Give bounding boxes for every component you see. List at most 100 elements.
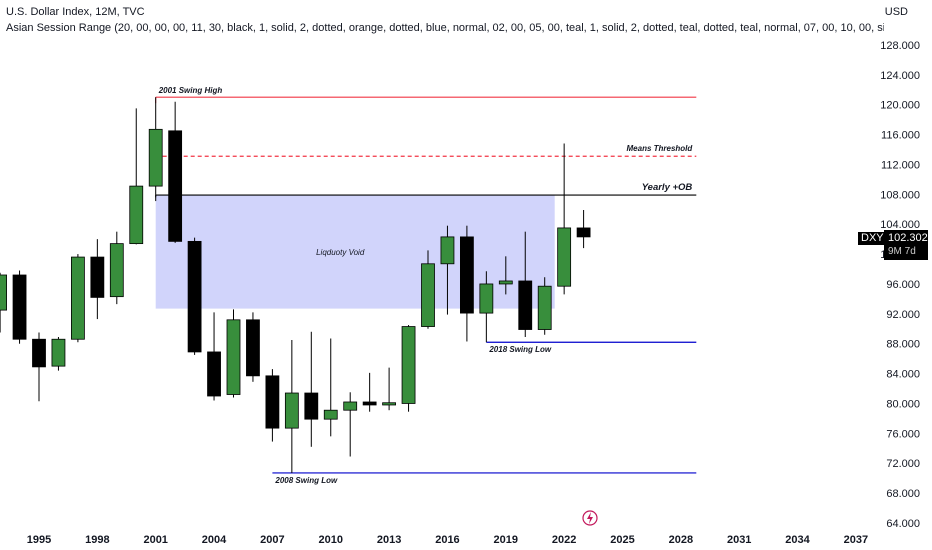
candle-1993[interactable] bbox=[0, 272, 7, 333]
candle-body bbox=[362, 401, 377, 406]
x-tick-label: 2013 bbox=[377, 534, 401, 546]
x-tick-label: 2031 bbox=[727, 534, 751, 546]
candle-body bbox=[576, 227, 591, 238]
candle-2020[interactable] bbox=[518, 231, 533, 337]
level-label: 2001 Swing High bbox=[158, 86, 223, 95]
x-tick-label: 1995 bbox=[27, 534, 51, 546]
candle-2004[interactable] bbox=[207, 312, 221, 401]
candle-body bbox=[421, 263, 435, 327]
candle-body bbox=[459, 236, 474, 314]
candle-body bbox=[187, 240, 202, 353]
candle-2003[interactable] bbox=[187, 237, 202, 355]
candle-body bbox=[265, 375, 280, 429]
y-tick-label: 120.000 bbox=[880, 100, 920, 112]
candle-body bbox=[0, 274, 7, 311]
candle-body bbox=[304, 392, 319, 420]
candle-1997[interactable] bbox=[71, 254, 85, 343]
y-axis: 64.000 68.000 72.000 76.000 80.000 84.000 88.0… bbox=[880, 40, 920, 530]
zone-label: Liqduoty Void bbox=[316, 248, 365, 257]
x-tick-label: 2028 bbox=[669, 534, 693, 546]
candle-2011[interactable] bbox=[343, 392, 358, 457]
candle-body bbox=[226, 319, 241, 395]
currency-label[interactable]: USD bbox=[884, 6, 908, 18]
x-axis: 1995 1998 2001 2004 2007 2010 2013 2016 2019 2022… bbox=[27, 534, 868, 546]
candle-2008[interactable] bbox=[284, 339, 299, 473]
candle-2022[interactable] bbox=[557, 143, 572, 295]
candle-2018[interactable] bbox=[479, 271, 494, 343]
x-tick-label: 2034 bbox=[785, 534, 810, 546]
x-tick-label: 2022 bbox=[552, 534, 576, 546]
candle-body bbox=[479, 283, 494, 314]
y-tick-label: 80.000 bbox=[886, 398, 920, 410]
candle-2019[interactable] bbox=[498, 256, 513, 295]
y-tick-label: 64.000 bbox=[886, 518, 920, 530]
x-tick-label: 2010 bbox=[319, 534, 343, 546]
y-tick-label: 124.000 bbox=[880, 70, 920, 82]
candle-2000[interactable] bbox=[129, 108, 144, 245]
candle-body bbox=[32, 338, 46, 368]
candle-2023[interactable] bbox=[576, 210, 591, 249]
candle-2005[interactable] bbox=[226, 309, 241, 398]
levels-layer: 2001 Swing High Means Threshold Yearly +OB… bbox=[155, 86, 697, 485]
candle-body bbox=[148, 128, 163, 187]
candle-body bbox=[498, 280, 513, 285]
candle-body bbox=[323, 409, 338, 420]
candle-1994[interactable] bbox=[12, 270, 27, 344]
candle-2013[interactable] bbox=[382, 367, 397, 411]
candle-body bbox=[207, 351, 221, 397]
candle-2007[interactable] bbox=[265, 369, 280, 442]
candle-body bbox=[518, 280, 533, 330]
candle-2015[interactable] bbox=[421, 250, 435, 329]
level-label: 2008 Swing Low bbox=[274, 476, 338, 485]
candle-2002[interactable] bbox=[168, 101, 183, 243]
zones-layer: Liqduoty Void bbox=[155, 195, 555, 309]
x-tick-label: 2007 bbox=[260, 534, 284, 546]
candle-1999[interactable] bbox=[109, 231, 124, 305]
y-tick-label: 128.000 bbox=[880, 40, 920, 52]
last-price-badge: 102.302 9M 7d bbox=[884, 230, 928, 260]
candle-1998[interactable] bbox=[90, 239, 105, 320]
candle-body bbox=[168, 130, 183, 242]
chart-title: U.S. Dollar Index, 12M, TVC bbox=[6, 6, 145, 18]
y-tick-label: 108.000 bbox=[880, 189, 920, 201]
indicator-legend[interactable]: Asian Session Range (20, 00, 00, 00, 11,… bbox=[6, 22, 884, 34]
x-tick-label: 2037 bbox=[844, 534, 868, 546]
x-tick-label: 2019 bbox=[494, 534, 518, 546]
level-label: 2018 Swing Low bbox=[488, 345, 552, 354]
candle-body bbox=[109, 243, 124, 298]
y-tick-label: 68.000 bbox=[886, 488, 920, 500]
y-tick-label: 76.000 bbox=[886, 428, 920, 440]
candle-2012[interactable] bbox=[362, 372, 377, 412]
candle-2010[interactable] bbox=[323, 338, 338, 437]
candles-layer bbox=[0, 97, 591, 473]
candle-2014[interactable] bbox=[401, 325, 416, 412]
x-tick-label: 2016 bbox=[435, 534, 459, 546]
x-tick-label: 1998 bbox=[85, 534, 109, 546]
symbol-badge: DXY bbox=[858, 232, 887, 245]
candle-2017[interactable] bbox=[459, 225, 474, 342]
candle-body bbox=[71, 256, 85, 340]
last-price-value: 102.302 bbox=[888, 232, 928, 244]
level-label: Yearly +OB bbox=[642, 182, 693, 193]
candle-2016[interactable] bbox=[440, 225, 455, 315]
candle-body bbox=[90, 256, 105, 298]
candle-2021[interactable] bbox=[537, 277, 552, 335]
y-tick-label: 84.000 bbox=[886, 369, 920, 381]
tradingview-icon[interactable] bbox=[582, 510, 598, 526]
bar-countdown: 9M 7d bbox=[888, 246, 916, 257]
candle-body bbox=[246, 319, 260, 377]
candle-body bbox=[51, 338, 66, 367]
candle-body bbox=[440, 236, 455, 265]
candle-body bbox=[401, 326, 416, 404]
x-tick-label: 2004 bbox=[202, 534, 227, 546]
y-tick-label: 96.000 bbox=[886, 279, 920, 291]
candle-2001[interactable] bbox=[148, 97, 163, 198]
candle-1995[interactable] bbox=[32, 332, 46, 402]
candle-2009[interactable] bbox=[304, 331, 319, 447]
y-tick-label: 92.000 bbox=[886, 309, 920, 321]
y-tick-label: 116.000 bbox=[881, 130, 920, 142]
candle-2006[interactable] bbox=[246, 312, 260, 382]
level-label: Means Threshold bbox=[627, 144, 694, 153]
candle-1996[interactable] bbox=[51, 336, 66, 371]
